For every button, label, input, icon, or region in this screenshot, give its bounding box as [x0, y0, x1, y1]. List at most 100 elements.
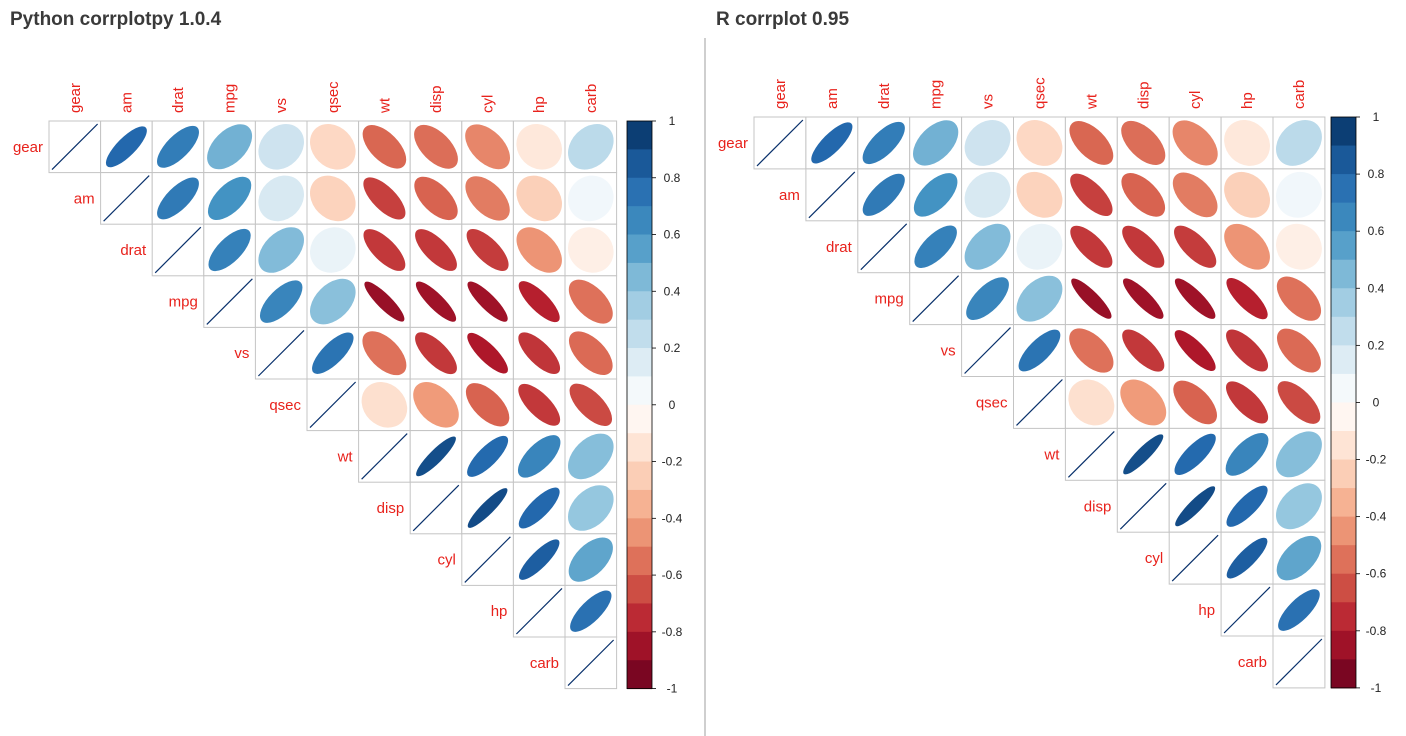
ellipse-gear-wt: [362, 125, 407, 169]
row-label-wt: wt: [1043, 446, 1060, 463]
colorbar-segment: [1331, 117, 1356, 147]
ellipse-qsec-cyl: [1173, 380, 1217, 425]
colorbar-segment: [627, 376, 652, 406]
ellipse-drat-cyl: [466, 229, 509, 271]
column-label-gear: gear: [772, 79, 789, 109]
colorbar-tick-label: -0.4: [1366, 510, 1387, 524]
diagonal-line-hp: [1223, 586, 1271, 634]
ellipse-drat-hp: [1224, 223, 1270, 270]
ellipse-wt-disp: [1123, 434, 1164, 475]
colorbar-tick-label: -1: [667, 682, 678, 696]
ellipse-am-mpg: [207, 176, 252, 221]
ellipse-qsec-carb: [1277, 381, 1321, 424]
colorbar-segment: [1331, 545, 1356, 575]
column-label-hp: hp: [531, 96, 548, 113]
ellipse-am-wt: [1070, 173, 1113, 217]
column-label-drat: drat: [170, 86, 187, 113]
ellipse-am-qsec: [1016, 171, 1063, 218]
ellipse-gear-hp: [1224, 120, 1270, 166]
ellipse-mpg-vs: [259, 280, 303, 323]
ellipse-vs-carb: [568, 331, 613, 376]
ellipse-am-carb: [567, 175, 614, 222]
ellipse-gear-qsec: [1016, 120, 1063, 166]
ellipse-mpg-disp: [415, 281, 457, 322]
column-label-wt: wt: [376, 97, 393, 114]
diagonal-line-disp: [1119, 482, 1167, 530]
ellipse-mpg-disp: [1123, 278, 1164, 319]
ellipse-gear-am: [811, 122, 853, 164]
row-label-qsec: qsec: [976, 394, 1008, 411]
ellipse-gear-carb: [1276, 119, 1322, 166]
column-label-am: am: [824, 88, 841, 109]
colorbar-segment: [1331, 145, 1356, 175]
ellipse-wt-cyl: [1174, 433, 1216, 475]
ellipse-am-disp: [414, 176, 458, 221]
ellipse-qsec-disp: [1120, 379, 1167, 426]
colorbar-segment: [627, 234, 652, 264]
colorbar-segment: [1331, 345, 1356, 375]
ellipse-cyl-hp: [518, 539, 560, 580]
corrplot-panel-python: Python corrplotpy 1.0.4 gear am drat mpg vs q…: [10, 9, 683, 696]
ellipse-mpg-qsec: [309, 278, 356, 325]
colorbar-tick-label: 0.2: [664, 341, 681, 355]
ellipse-disp-cyl: [467, 488, 508, 528]
ellipse-vs-disp: [1122, 329, 1165, 372]
diagonal-line-carb: [567, 639, 615, 687]
panel-title-r: R corrplot 0.95: [716, 9, 850, 30]
colorbar-segment: [1331, 231, 1356, 261]
column-label-hp: hp: [1239, 92, 1256, 109]
diagonal-line-cyl: [1171, 534, 1219, 582]
ellipse-mpg-carb: [568, 279, 613, 324]
ellipse-drat-vs: [964, 223, 1011, 270]
row-label-drat: drat: [120, 242, 147, 259]
colorbar-tick-label: -0.6: [1366, 567, 1387, 581]
ellipse-cyl-carb: [1276, 535, 1322, 581]
ellipse-drat-vs: [258, 227, 305, 273]
diagonal-line-qsec: [309, 381, 357, 429]
ellipse-qsec-wt: [361, 381, 408, 428]
row-label-am: am: [74, 190, 95, 207]
ellipse-gear-qsec: [309, 124, 356, 170]
row-label-mpg: mpg: [875, 291, 904, 308]
ellipse-qsec-carb: [569, 383, 613, 427]
ellipse-gear-drat: [862, 121, 905, 165]
colorbar-tick-label: 0.2: [1368, 338, 1385, 352]
diagonal-line-vs: [964, 327, 1011, 374]
colorbar-segment: [1331, 288, 1356, 318]
ellipse-am-drat: [862, 173, 905, 216]
column-label-cyl: cyl: [480, 95, 497, 113]
ellipse-mpg-vs: [966, 277, 1009, 321]
ellipse-wt-carb: [567, 433, 614, 480]
colorbar-segment: [627, 631, 652, 661]
ellipse-vs-cyl: [1174, 330, 1216, 372]
ellipse-mpg-wt: [364, 281, 405, 322]
ellipse-wt-hp: [517, 435, 561, 478]
ellipse-mpg-cyl: [467, 281, 508, 322]
ellipse-wt-disp: [416, 436, 456, 477]
colorbar-tick-label: -0.6: [662, 568, 683, 582]
row-label-cyl: cyl: [437, 552, 455, 569]
row-label-am: am: [779, 187, 800, 204]
ellipse-vs-hp: [1226, 329, 1269, 372]
ellipse-drat-disp: [415, 229, 457, 271]
ellipse-wt-hp: [1225, 432, 1269, 476]
ellipse-disp-carb: [567, 485, 614, 531]
ellipse-am-carb: [1276, 171, 1322, 218]
ellipse-mpg-wt: [1071, 278, 1112, 319]
diagonal-line-wt: [1067, 430, 1115, 478]
ellipse-cyl-carb: [568, 537, 613, 582]
colorbar-tick-label: -1: [1371, 681, 1382, 695]
colorbar-tick-label: 0.6: [664, 228, 681, 242]
row-label-disp: disp: [1084, 498, 1112, 515]
ellipse-qsec-disp: [413, 381, 459, 428]
ellipse-gear-mpg: [913, 120, 959, 166]
ellipse-gear-vs: [258, 123, 305, 170]
ellipse-gear-am: [105, 126, 147, 168]
ellipse-drat-mpg: [208, 228, 251, 272]
colorbar-segment: [627, 177, 652, 207]
ellipse-gear-drat: [157, 125, 199, 168]
colorbar-segment: [1331, 459, 1356, 489]
colorbar-segment: [627, 149, 652, 179]
ellipse-am-hp: [516, 175, 563, 222]
ellipse-vs-cyl: [467, 332, 508, 374]
